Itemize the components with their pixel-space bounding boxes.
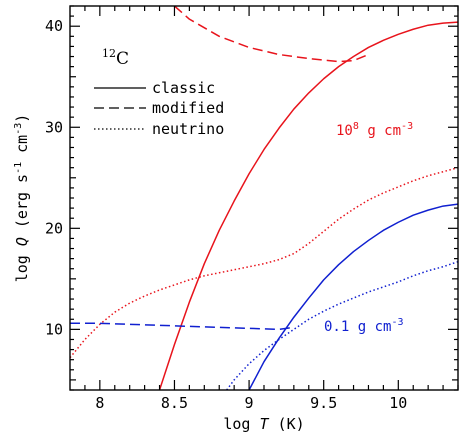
series-low-density-classic-line bbox=[248, 203, 458, 390]
series-high-density-neutrino-line bbox=[70, 166, 458, 359]
series-high-density-classic-line bbox=[158, 21, 458, 390]
annotation-high-density: 108 g cm-3 bbox=[336, 121, 413, 139]
annotation-low-density: 0.1 g cm-3 bbox=[324, 317, 403, 335]
species-label: 12C bbox=[102, 47, 129, 69]
x-tick-label: 10 bbox=[389, 394, 407, 412]
y-axis-label: log Q (erg s-1 cm-3) bbox=[13, 114, 31, 283]
y-tick-label: 20 bbox=[45, 219, 63, 237]
series-low-density-modified-line bbox=[70, 322, 294, 331]
x-tick-label: 9.5 bbox=[310, 394, 337, 412]
y-tick-label: 40 bbox=[45, 17, 63, 35]
legend-classic-label: classic bbox=[152, 79, 215, 97]
x-tick-label: 8.5 bbox=[161, 394, 188, 412]
x-tick-label: 8 bbox=[95, 394, 104, 412]
x-axis-label: log T (K) bbox=[223, 415, 304, 433]
series-high-density-modified-line bbox=[173, 6, 369, 63]
legend-neutrino-label: neutrino bbox=[152, 120, 224, 138]
x-tick-label: 9 bbox=[245, 394, 254, 412]
legend-modified-label: modified bbox=[152, 99, 224, 117]
tick-labels-layer: 8 8.5 9 9.5 10 10 20 30 40 bbox=[45, 17, 407, 412]
ticks-layer bbox=[70, 5, 459, 391]
y-tick-label: 30 bbox=[45, 118, 63, 136]
legend: 12C classic modified neutrino bbox=[94, 47, 224, 138]
series-layer bbox=[70, 6, 458, 390]
y-tick-label: 10 bbox=[45, 320, 63, 338]
